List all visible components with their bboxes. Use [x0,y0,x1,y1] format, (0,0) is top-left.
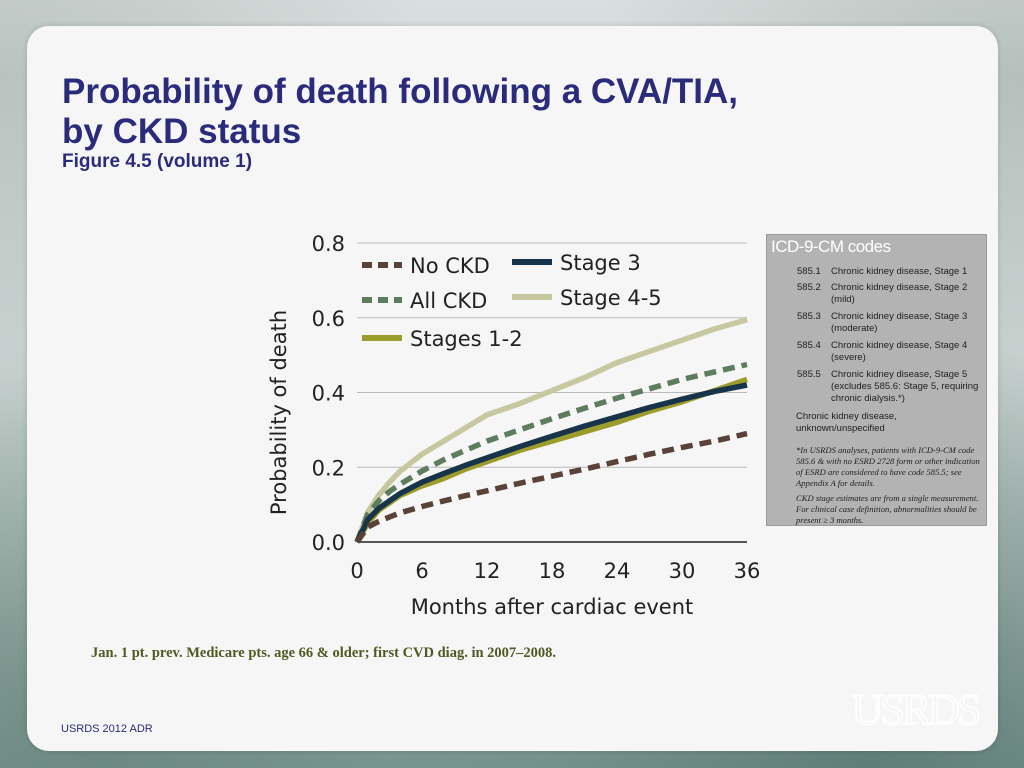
x-tick-label: 24 [604,559,631,583]
code-description: Chronic kidney disease, Stage 2 (mild) [831,282,968,305]
stage-estimate-note: CKD stage estimates are from a single me… [796,493,979,525]
x-tick-label: 30 [669,559,696,583]
x-axis-label: Months after cardiac event [411,595,694,619]
code-row: 585.2 Chronic kidney disease, Stage 2 (m… [797,282,981,306]
population-footnote: Jan. 1 pt. prev. Medicare pts. age 66 & … [91,645,557,661]
legend-label-stage-3: Stage 3 [560,251,641,275]
series-line-stage-3 [354,382,748,544]
code-value: 585.2 [797,282,821,293]
code-value: 585.3 [797,311,821,322]
dialysis-note: *In USRDS analyses, patients with ICD-9-… [796,445,980,488]
code-row: 585.4 Chronic kidney disease, Stage 4 (s… [797,340,981,364]
legend-label-stages-1-2: Stages 1-2 [410,327,523,351]
code-description: Chronic kidney disease, Stage 5 (exclude… [831,369,979,404]
icd-codes-box: ICD-9-CM codes 585.1 Chronic kidney dise… [766,234,987,526]
slide-title: Probability of death following a CVA/TIA… [62,72,739,151]
logo-text: USRDS [852,685,979,734]
series-line-no-ckd [354,430,748,544]
x-tick-label: 0 [350,559,363,583]
x-tick-label: 12 [474,559,501,583]
x-tick-label: 18 [539,559,566,583]
code-description: Chronic kidney disease, Stage 3 (moderat… [831,311,968,334]
y-tick-label: 0.2 [312,456,345,480]
code-unknown: Chronic kidney disease, unknown/unspecif… [796,411,897,434]
legend-label-all-ckd: All CKD [410,289,487,313]
code-value: 585.5 [797,369,821,380]
usrds-logo: USRDS [851,684,983,735]
y-tick-label: 0.4 [312,382,345,406]
code-row: 585.5 Chronic kidney disease, Stage 5 (e… [797,369,981,405]
code-value: 585.1 [797,266,821,277]
code-value: 585.4 [797,340,821,351]
x-tick-label: 36 [734,559,761,583]
code-row: 585.1 Chronic kidney disease, Stage 1 [797,266,981,278]
y-tick-label: 0.6 [312,307,345,331]
y-tick-label: 0.0 [312,531,345,555]
footer-source: USRDS 2012 ADR [61,723,153,735]
code-row: 585.3 Chronic kidney disease, Stage 3 (m… [797,311,981,335]
series-line-stage-4-5 [354,316,748,543]
code-description: Chronic kidney disease, Stage 1 [831,266,968,277]
slide-subtitle: Figure 4.5 (volume 1) [62,151,253,172]
icd-codes-title: ICD-9-CM codes [771,237,891,256]
series-line-all-ckd [354,361,748,543]
legend-label-stage-4-5: Stage 4-5 [560,286,662,310]
y-axis-label: Probability of death [267,310,291,515]
code-description: Chronic kidney disease, Stage 4 (severe) [831,340,968,363]
y-tick-label: 0.8 [312,232,345,256]
x-tick-label: 6 [415,559,428,583]
legend-label-no-ckd: No CKD [410,254,490,278]
line-chart: 0.0 0.2 0.4 0.6 0.8 0 6 12 18 24 30 36 Months after … [267,232,761,619]
